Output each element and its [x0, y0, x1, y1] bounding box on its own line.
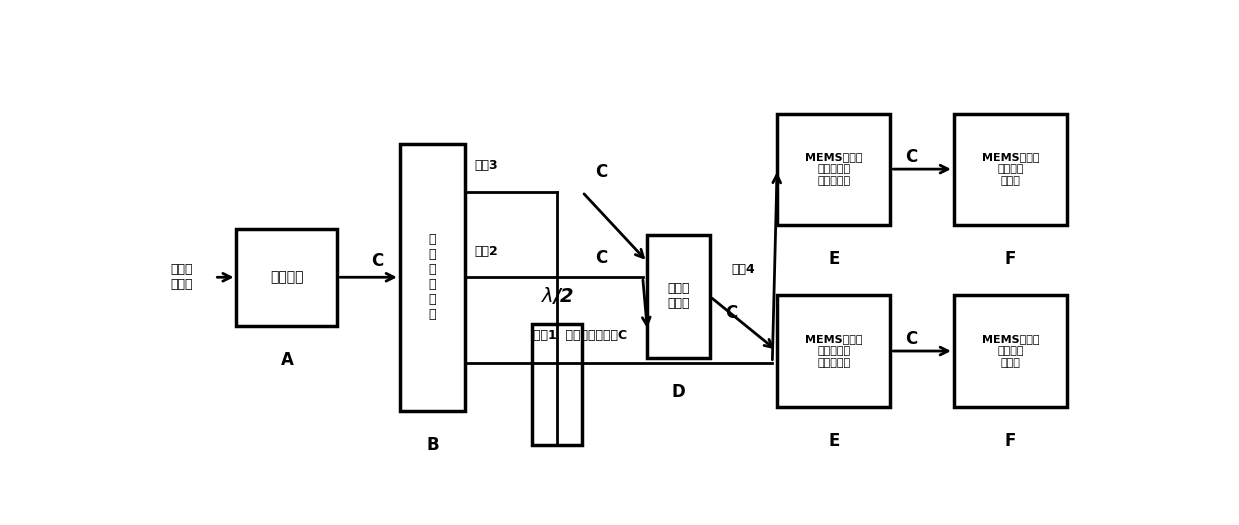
- Text: E: E: [828, 432, 840, 450]
- Text: MEMS热电式
微波功率
传感器: MEMS热电式 微波功率 传感器: [981, 153, 1040, 186]
- Bar: [954, 296, 1067, 406]
- Text: 二合一
功合器: 二合一 功合器: [668, 282, 690, 310]
- Text: C: C: [595, 249, 607, 267]
- Text: C: C: [725, 303, 737, 322]
- Text: A: A: [280, 351, 294, 369]
- Text: F: F: [1005, 250, 1016, 268]
- Text: 信号3: 信号3: [475, 160, 498, 173]
- Text: MEMS悬臂梁
电容式微波
功率传感器: MEMS悬臂梁 电容式微波 功率传感器: [805, 334, 862, 368]
- Text: C: C: [906, 148, 918, 166]
- Text: D: D: [672, 383, 685, 402]
- Text: B: B: [426, 436, 439, 454]
- Text: 信号2: 信号2: [475, 245, 498, 258]
- Text: 微波天线: 微波天线: [270, 270, 304, 284]
- Text: MEMS热电式
微波功率
传感器: MEMS热电式 微波功率 传感器: [981, 334, 1040, 368]
- Text: C: C: [372, 252, 384, 270]
- Text: MEMS悬臂梁
电容式微波
功率传感器: MEMS悬臂梁 电容式微波 功率传感器: [805, 153, 862, 186]
- Text: 待测微
波信号: 待测微 波信号: [171, 263, 193, 291]
- Bar: [237, 229, 337, 326]
- Bar: [777, 113, 891, 225]
- Text: 信号4: 信号4: [731, 263, 755, 276]
- Text: 信号1  共面波导传输线C: 信号1 共面波导传输线C: [533, 329, 627, 342]
- Text: $\lambda$/2: $\lambda$/2: [540, 285, 574, 306]
- Text: 一
分
三
功
分
器: 一 分 三 功 分 器: [429, 233, 436, 321]
- Bar: [400, 144, 465, 411]
- Text: C: C: [906, 330, 918, 348]
- Text: E: E: [828, 250, 840, 268]
- Text: C: C: [595, 163, 607, 182]
- Bar: [648, 235, 710, 358]
- Bar: [954, 113, 1067, 225]
- Text: F: F: [1005, 432, 1016, 450]
- Bar: [533, 324, 582, 445]
- Bar: [777, 296, 891, 406]
